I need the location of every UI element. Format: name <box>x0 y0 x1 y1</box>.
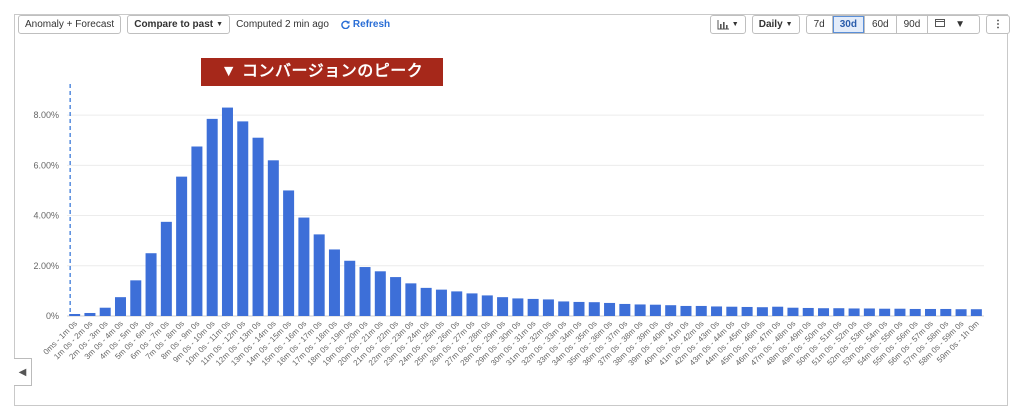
range-60d[interactable]: 60d <box>865 16 897 33</box>
chevron-down-icon: ▼ <box>955 19 965 30</box>
bar[interactable] <box>680 305 692 316</box>
bar[interactable] <box>84 312 96 316</box>
bar[interactable] <box>863 308 875 316</box>
bar[interactable] <box>894 308 906 316</box>
bar[interactable] <box>252 137 264 316</box>
bar[interactable] <box>741 306 753 316</box>
bar[interactable] <box>313 234 325 316</box>
chevron-down-icon: ▼ <box>785 21 793 28</box>
bar[interactable] <box>909 308 921 316</box>
bar[interactable] <box>955 309 967 316</box>
bar[interactable] <box>695 305 707 316</box>
bar[interactable] <box>573 301 585 316</box>
bar[interactable] <box>756 307 768 316</box>
bar[interactable] <box>359 267 371 316</box>
toolbar-left: Anomaly + Forecast Compare to past ▼ Com… <box>18 15 390 34</box>
refresh-icon <box>341 20 350 29</box>
compare-to-past-dropdown[interactable]: Compare to past ▼ <box>127 15 231 34</box>
range-90d[interactable]: 90d <box>897 16 929 33</box>
bar[interactable] <box>160 221 172 316</box>
bar[interactable] <box>558 301 570 316</box>
bar[interactable] <box>191 146 203 317</box>
chevron-down-icon: ▼ <box>731 21 739 28</box>
bar[interactable] <box>451 291 463 316</box>
bar[interactable] <box>130 280 142 316</box>
bar[interactable] <box>649 304 661 316</box>
range-30d[interactable]: 30d <box>832 16 865 33</box>
chart-type-dropdown[interactable]: ▼ <box>709 15 746 34</box>
bar[interactable] <box>69 313 81 316</box>
bar[interactable] <box>604 302 616 316</box>
bar[interactable] <box>283 190 295 316</box>
refresh-label: Refresh <box>352 19 391 30</box>
bar[interactable] <box>802 307 814 316</box>
bar[interactable] <box>512 298 524 316</box>
bar[interactable] <box>267 160 279 316</box>
bar[interactable] <box>588 302 600 316</box>
bar[interactable] <box>527 298 539 316</box>
interval-dropdown[interactable]: Daily ▼ <box>751 15 800 34</box>
chevron-down-icon: ▼ <box>216 21 224 28</box>
bar[interactable] <box>435 289 447 316</box>
anomaly-forecast-button[interactable]: Anomaly + Forecast <box>18 15 122 34</box>
bar[interactable] <box>497 297 509 316</box>
bar[interactable] <box>328 249 340 316</box>
bar[interactable] <box>405 283 417 316</box>
bar[interactable] <box>374 271 386 316</box>
interval-label: Daily <box>758 19 783 30</box>
y-tick-label: 0% <box>46 311 59 321</box>
y-tick-label: 2.00% <box>33 261 59 271</box>
bar[interactable] <box>466 293 478 316</box>
bar[interactable] <box>99 307 111 316</box>
bar[interactable] <box>206 118 218 316</box>
bar[interactable] <box>833 308 845 316</box>
bar[interactable] <box>879 308 891 316</box>
bar[interactable] <box>726 306 738 316</box>
bar[interactable] <box>619 303 631 316</box>
bar[interactable] <box>145 253 157 316</box>
compare-label: Compare to past <box>134 19 214 30</box>
bar[interactable] <box>665 305 677 316</box>
more-options-button[interactable]: ⋮ <box>986 15 1010 34</box>
bar[interactable] <box>818 308 830 316</box>
range-7d[interactable]: 7d <box>807 16 833 33</box>
scroll-left-button[interactable]: ◀ <box>14 358 32 386</box>
bar[interactable] <box>344 260 356 316</box>
bar[interactable] <box>298 217 310 316</box>
bar[interactable] <box>848 308 860 316</box>
bar[interactable] <box>176 176 188 316</box>
bar[interactable] <box>420 287 432 316</box>
peak-conversion-banner: ▼ コンバージョンのピーク <box>201 58 443 86</box>
y-tick-label: 6.00% <box>33 160 59 170</box>
bar[interactable] <box>237 121 249 316</box>
bar[interactable] <box>711 306 723 316</box>
bar[interactable] <box>114 297 126 316</box>
date-range-selector: 7d 30d 60d 90d ▼ <box>805 15 980 34</box>
bar[interactable] <box>634 304 646 316</box>
bar[interactable] <box>772 306 784 316</box>
bar[interactable] <box>542 299 554 316</box>
bar[interactable] <box>390 277 402 316</box>
computed-status: Computed 2 min ago <box>236 19 329 30</box>
bar[interactable] <box>940 308 952 316</box>
y-tick-label: 8.00% <box>33 110 59 120</box>
bar[interactable] <box>925 308 937 316</box>
bar[interactable] <box>970 309 982 316</box>
y-tick-label: 4.00% <box>33 211 59 221</box>
bar[interactable] <box>787 307 799 316</box>
bar[interactable] <box>481 295 493 316</box>
calendar-icon <box>935 19 946 27</box>
refresh-button[interactable]: Refresh <box>341 19 390 30</box>
toolbar-right: ▼ Daily ▼ 7d 30d 60d 90d ▼ ⋮ <box>709 15 1010 34</box>
bar[interactable] <box>221 107 233 316</box>
calendar-dropdown[interactable]: ▼ <box>928 16 979 33</box>
bar-chart-icon <box>717 19 729 29</box>
